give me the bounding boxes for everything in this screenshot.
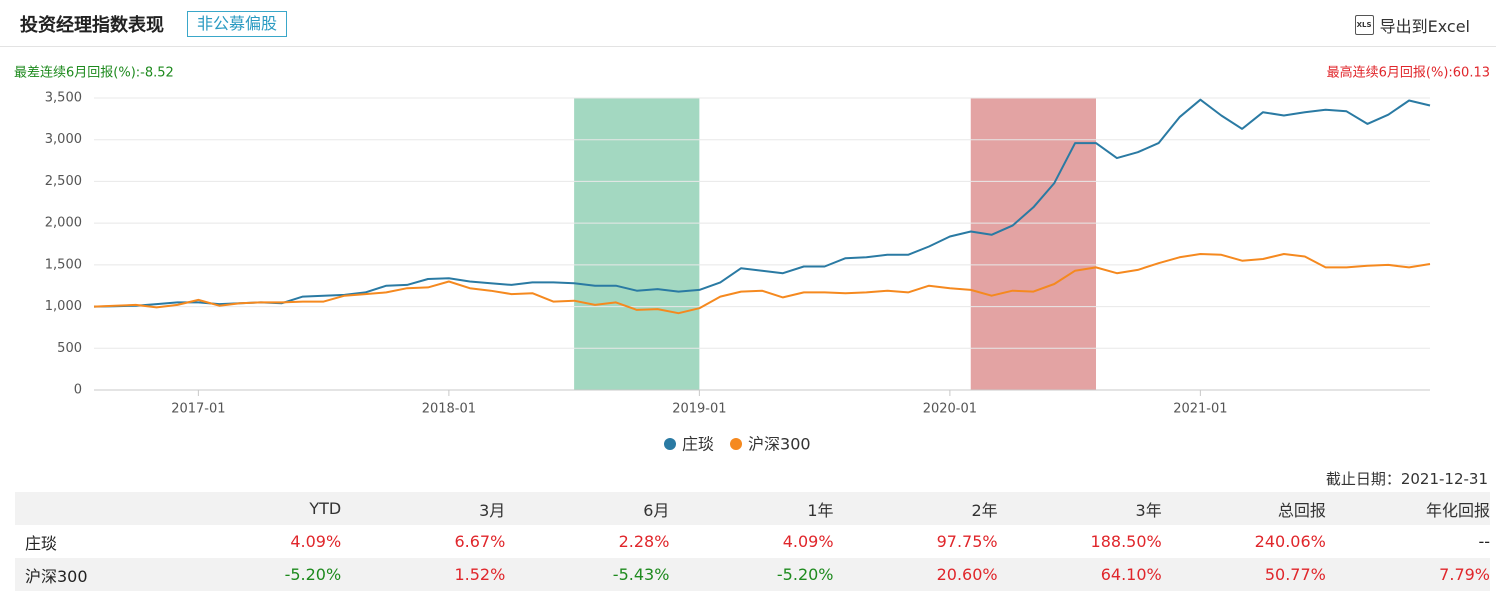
cell: 20.60%	[936, 565, 998, 584]
header-cell	[15, 492, 177, 525]
cell: 240.06%	[1254, 532, 1326, 551]
x-tick-label: 2020-01	[923, 402, 977, 417]
cell: --	[1478, 532, 1490, 551]
worst-annotation: 最差连续6月回报(%):-8.52	[14, 65, 174, 81]
export-label: 导出到Excel	[1379, 17, 1470, 36]
y-tick-label: 1,500	[45, 257, 82, 272]
legend-marker	[730, 438, 743, 450]
header-cell: 总回报	[1277, 500, 1326, 520]
highlight-band	[574, 98, 700, 390]
cell: 2.28%	[618, 532, 670, 551]
legend-label: 沪深300	[748, 435, 811, 454]
series-line	[93, 253, 1431, 315]
cell: 7.79%	[1439, 565, 1490, 584]
cell: 1.52%	[454, 565, 506, 584]
x-tick-label: 2021-01	[1173, 402, 1227, 417]
series-line	[93, 98, 1431, 308]
cell: 188.50%	[1090, 532, 1162, 551]
row-name: 庄琰	[25, 533, 58, 553]
header-cell: 3月	[479, 500, 506, 520]
cell: -5.20%	[776, 565, 834, 584]
y-tick-label: 1,000	[45, 299, 82, 314]
export-button[interactable]: XLS 导出到Excel	[1354, 13, 1470, 37]
row-name: 沪深300	[25, 566, 88, 586]
tag[interactable]: 非公募偏股	[187, 11, 288, 37]
title: 投资经理指数表现	[20, 15, 164, 36]
cell: -5.43%	[612, 565, 670, 584]
returns-table: YTD 3月 6月 1年 2年 3年 总回报 年化回报庄琰 4.09% 6.67% 2.28% 4.0…	[15, 492, 1490, 591]
cell: 64.10%	[1100, 565, 1162, 584]
y-tick-label: 2,000	[45, 216, 82, 231]
y-tick-label: 3,000	[45, 132, 82, 147]
legend-marker	[664, 438, 676, 450]
y-tick-label: 3,500	[45, 91, 82, 106]
header-cell: 1年	[807, 500, 834, 520]
header-row: YTD 3月 6月 1年 2年 3年 总回报 年化回报	[15, 492, 1490, 525]
y-tick-label: 0	[74, 383, 82, 398]
chart: 最差连续6月回报(%):-8.52 最高连续6月回报(%):60.13 0 500…	[14, 65, 1490, 454]
as-of-date: 截止日期：2021-12-31	[1325, 470, 1488, 488]
legend-label: 庄琰	[682, 435, 714, 454]
header: 投资经理指数表现 非公募偏股 XLS 导出到Excel	[0, 0, 1496, 47]
header-cell: 2年	[971, 500, 998, 520]
cell: 97.75%	[936, 532, 998, 551]
x-tick-label: 2017-01	[171, 402, 225, 417]
best-annotation: 最高连续6月回报(%):60.13	[1327, 65, 1490, 81]
header-cell: YTD	[309, 499, 342, 518]
header-cell: 6月	[643, 500, 670, 520]
data-row: 庄琰 4.09% 6.67% 2.28% 4.09% 97.75% 188.50% 240.0…	[15, 525, 1490, 558]
cell: 4.09%	[290, 532, 342, 551]
highlight-band	[970, 98, 1096, 390]
y-tick-label: 500	[57, 341, 82, 356]
data-row: 沪深300 -5.20% 1.52% -5.43% -5.20% 20.60% 64.10%…	[15, 558, 1490, 591]
cell: 50.77%	[1264, 565, 1326, 584]
x-tick-label: 2019-01	[672, 402, 726, 417]
header-cell: 3年	[1135, 500, 1162, 520]
export-icon: XLS	[1354, 15, 1374, 35]
y-tick-label: 2,500	[45, 174, 82, 189]
cell: -5.20%	[284, 565, 342, 584]
x-tick-label: 2018-01	[422, 402, 476, 417]
header-cell: 年化回报	[1425, 500, 1490, 520]
cell: 4.09%	[782, 532, 834, 551]
cell: 6.67%	[454, 532, 506, 551]
